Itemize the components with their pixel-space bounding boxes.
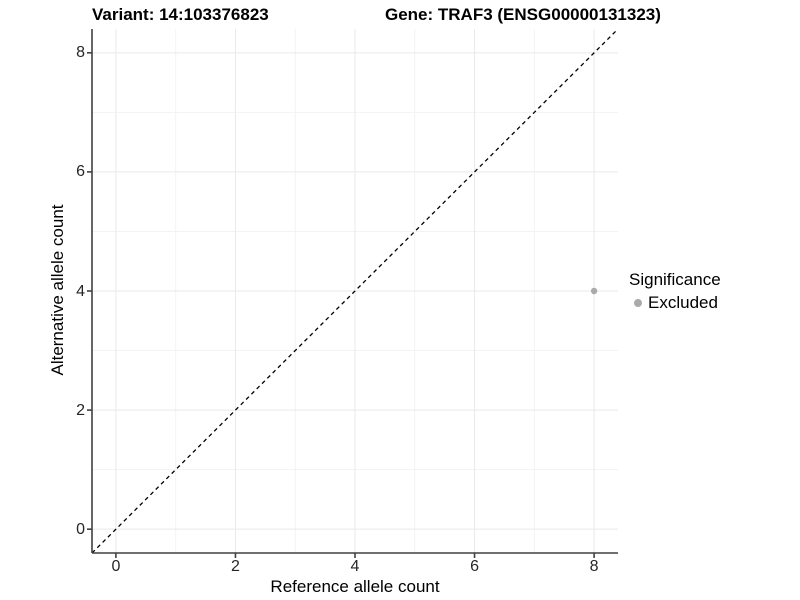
x-tick-label: 8	[589, 558, 599, 575]
y-tick-label: 2	[76, 401, 85, 419]
y-tick-label: 4	[76, 282, 85, 300]
x-axis-title: Reference allele count	[270, 577, 440, 596]
legend-title: Significance	[629, 270, 721, 289]
x-tick-label: 6	[470, 558, 479, 575]
y-axis-title: Alternative allele count	[48, 204, 67, 376]
y-tick-label: 8	[76, 44, 85, 62]
y-tick-label: 6	[76, 163, 85, 181]
legend-item-excluded: Excluded	[629, 293, 721, 313]
y-tick-label: 0	[76, 520, 85, 538]
x-tick-label: 0	[111, 558, 121, 575]
gene-title: Gene: TRAF3 (ENSG00000131323)	[385, 5, 661, 24]
data-point-excluded	[590, 287, 598, 295]
identity-line	[91, 28, 619, 554]
legend: Significance Excluded	[629, 270, 721, 313]
x-tick-label: 2	[231, 558, 240, 575]
legend-item-label: Excluded	[648, 293, 718, 312]
variant-title: Variant: 14:103376823	[92, 5, 269, 24]
excluded-point-icon	[634, 299, 642, 307]
x-tick-label: 4	[350, 558, 360, 575]
